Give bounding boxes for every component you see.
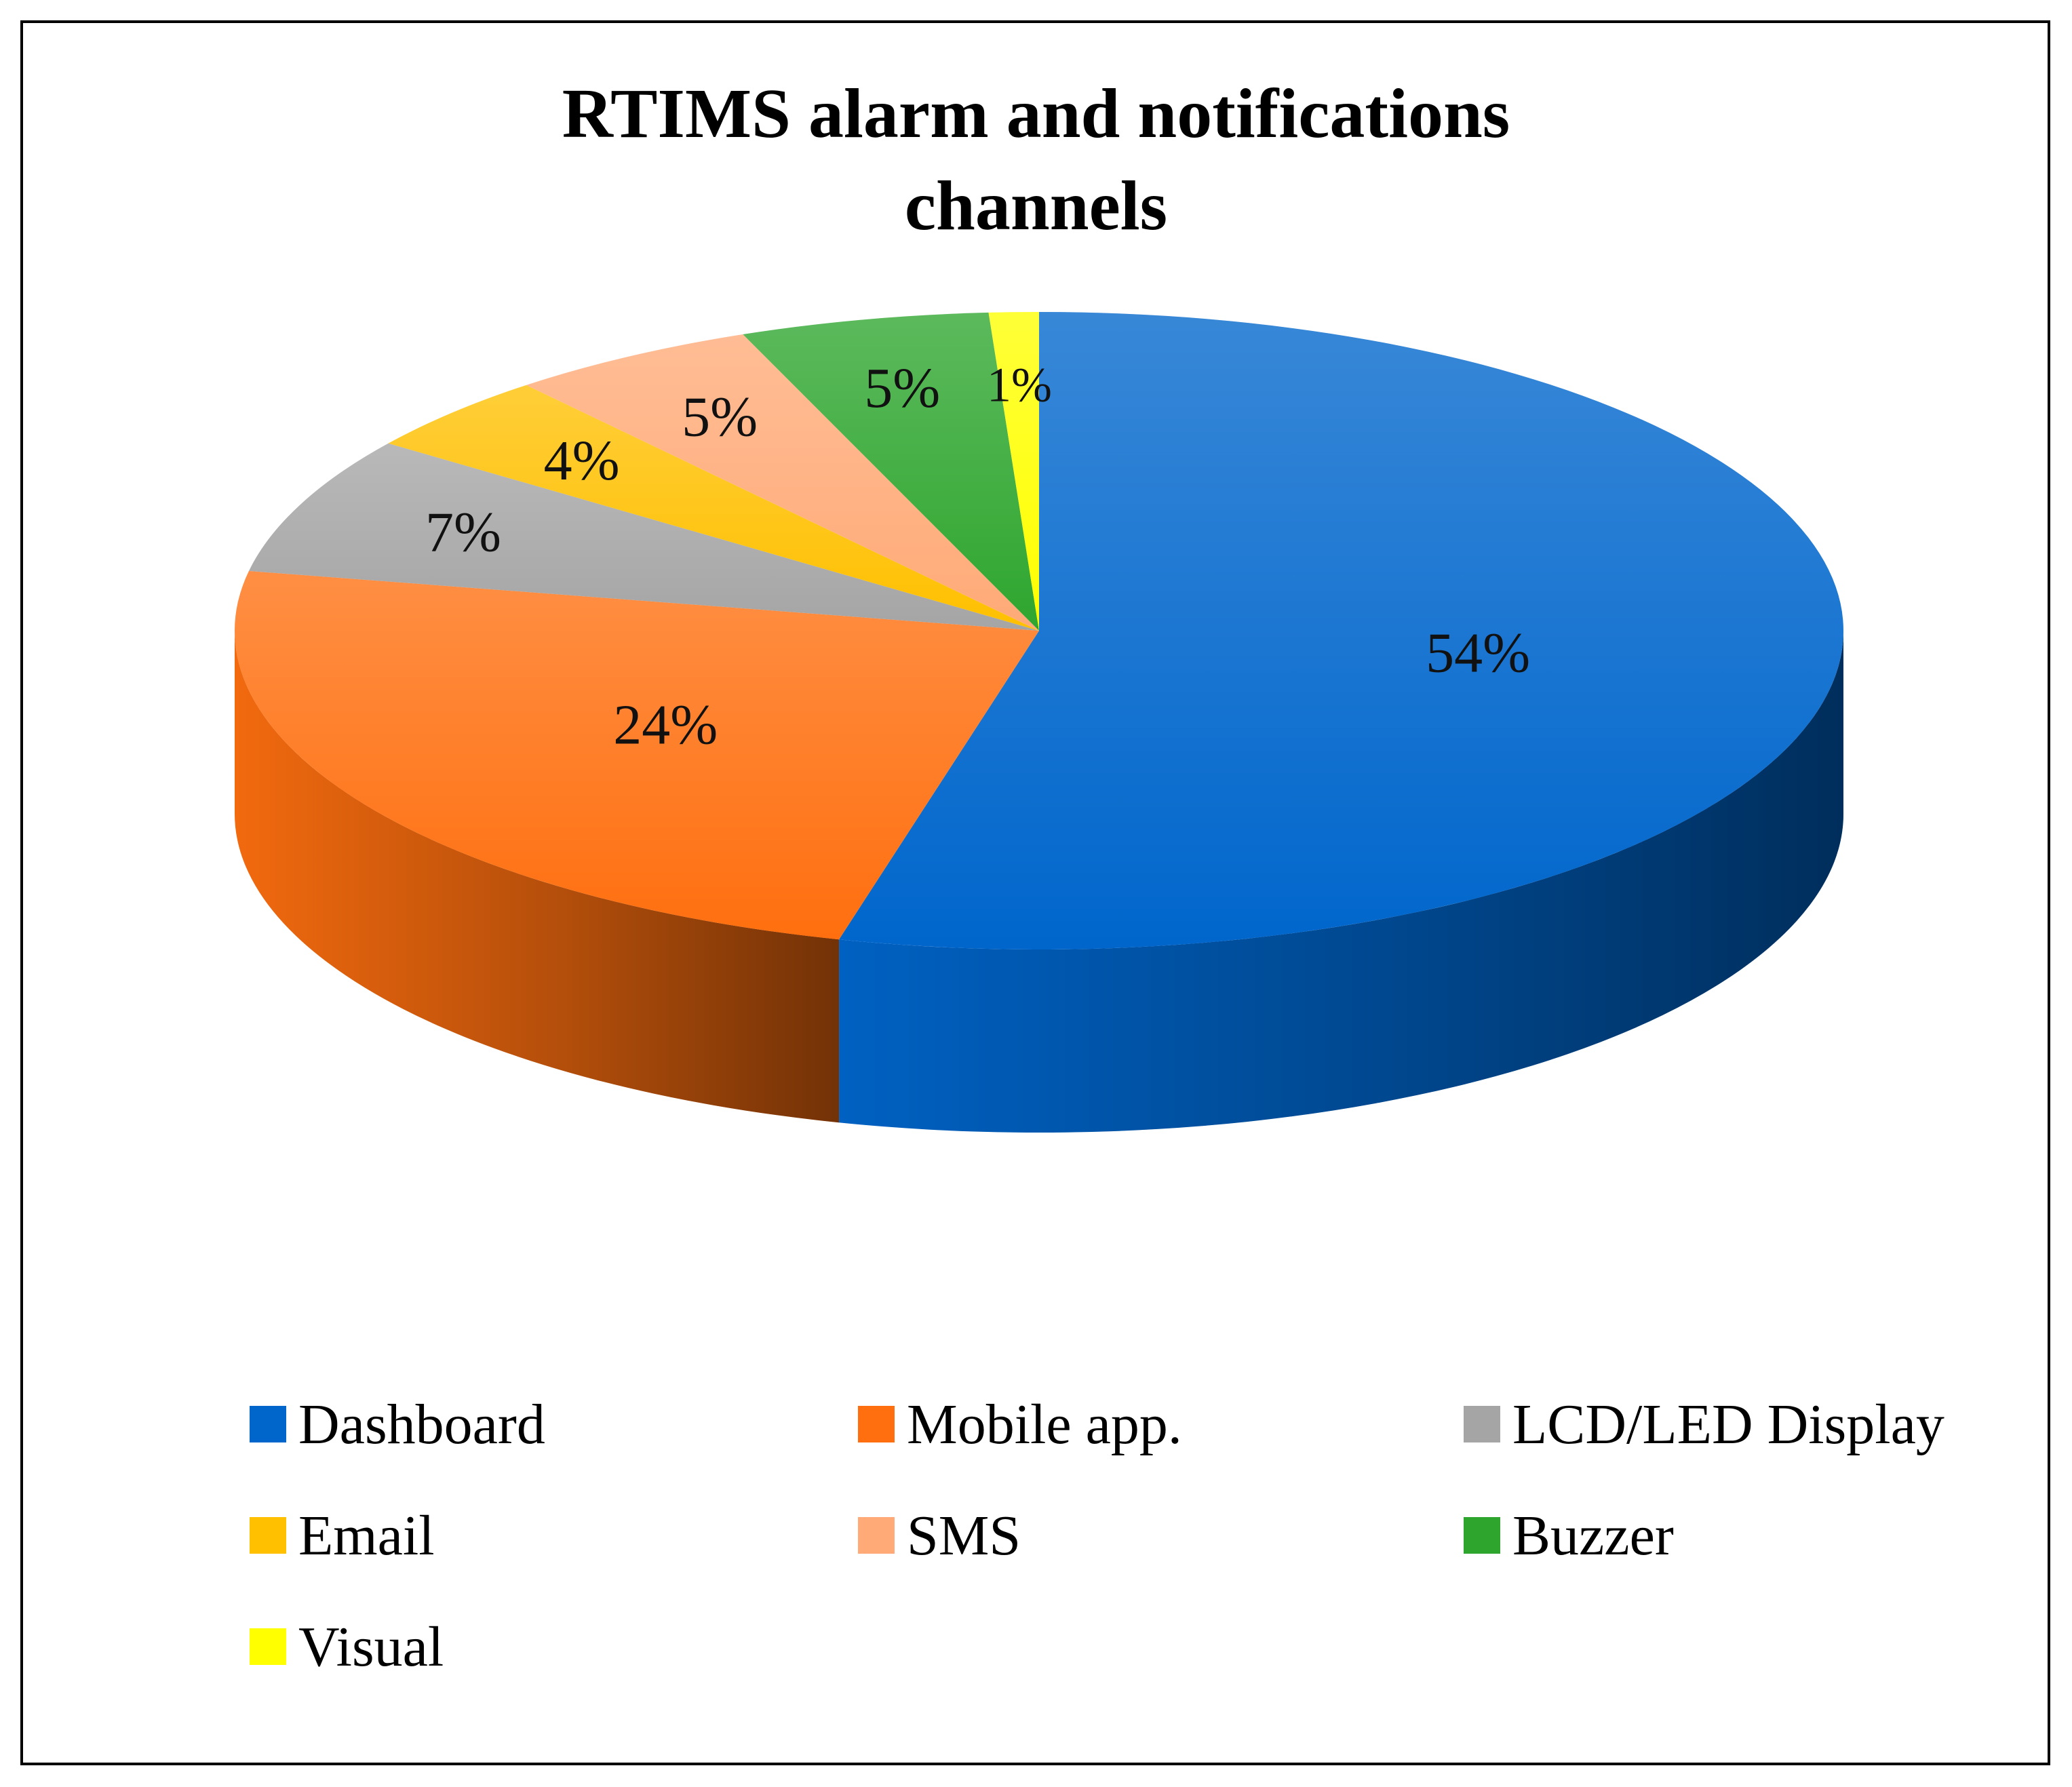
legend-label-visual: Visual bbox=[298, 1615, 444, 1678]
data-label-dashboard: 54% bbox=[1426, 621, 1530, 684]
data-label-visual: 1% bbox=[987, 358, 1052, 412]
legend-label-lcd-led-display: LCD/LED Display bbox=[1512, 1392, 1944, 1456]
legend-swatch-sms bbox=[858, 1517, 895, 1554]
legend-label-buzzer: Buzzer bbox=[1512, 1504, 1674, 1567]
pie-slice-sms bbox=[526, 334, 1039, 631]
legend-item-visual: Visual bbox=[250, 1606, 444, 1687]
pie-sides bbox=[235, 631, 1843, 1133]
pie-slice-buzzer bbox=[743, 312, 1039, 631]
legend-label-dashboard: Dashboard bbox=[298, 1392, 545, 1456]
legend-swatch-visual bbox=[250, 1628, 286, 1665]
data-label-mobile-app: 24% bbox=[613, 694, 718, 757]
legend-label-sms: SMS bbox=[907, 1504, 1021, 1567]
legend-item-buzzer: Buzzer bbox=[1464, 1495, 1674, 1576]
legend-swatch-lcd-led-display bbox=[1464, 1406, 1500, 1442]
pie-slice-email bbox=[388, 385, 1039, 631]
data-label-email: 4% bbox=[544, 429, 620, 492]
pie-slice-mobile-app bbox=[235, 570, 1039, 940]
chart-title: RTIMS alarm and notifications channels bbox=[0, 68, 2072, 252]
pie-top bbox=[235, 312, 1843, 949]
legend-swatch-mobile-app bbox=[858, 1406, 895, 1442]
legend-item-dashboard: Dashboard bbox=[250, 1383, 545, 1465]
legend: Dashboard Mobile app. LCD/LED Display Em… bbox=[250, 1383, 2040, 1717]
legend-label-mobile-app: Mobile app. bbox=[907, 1392, 1182, 1456]
legend-item-lcd-led-display: LCD/LED Display bbox=[1464, 1383, 1944, 1465]
legend-item-mobile-app: Mobile app. bbox=[858, 1383, 1182, 1465]
legend-row: Visual bbox=[250, 1606, 2040, 1717]
legend-item-email: Email bbox=[250, 1495, 435, 1576]
legend-row: Email SMS Buzzer bbox=[250, 1495, 2040, 1606]
data-label-sms: 5% bbox=[682, 385, 758, 448]
legend-swatch-email bbox=[250, 1517, 286, 1554]
pie-slice-visual bbox=[988, 312, 1039, 631]
pie-slice-dashboard bbox=[839, 312, 1843, 949]
chart-frame bbox=[20, 20, 2050, 1765]
legend-row: Dashboard Mobile app. LCD/LED Display bbox=[250, 1383, 2040, 1495]
pie-chart: 54% 24% 7% 4% 5% 5% 1% bbox=[235, 312, 1843, 1133]
pie-side-mobile-app bbox=[235, 631, 840, 1123]
data-label-lcd-led-display: 7% bbox=[425, 500, 501, 564]
legend-swatch-dashboard bbox=[250, 1406, 286, 1442]
legend-item-sms: SMS bbox=[858, 1495, 1021, 1576]
legend-label-email: Email bbox=[298, 1504, 435, 1567]
legend-swatch-buzzer bbox=[1464, 1517, 1500, 1554]
pie-labels: 54% 24% 7% 4% 5% 5% 1% bbox=[425, 357, 1530, 756]
data-label-buzzer: 5% bbox=[864, 357, 940, 420]
pie-slice-lcd-led-display bbox=[249, 443, 1039, 631]
chart-title-line-2: channels bbox=[904, 167, 1168, 245]
pie-side-dashboard bbox=[839, 631, 1843, 1133]
chart-title-line-1: RTIMS alarm and notifications bbox=[562, 75, 1510, 153]
